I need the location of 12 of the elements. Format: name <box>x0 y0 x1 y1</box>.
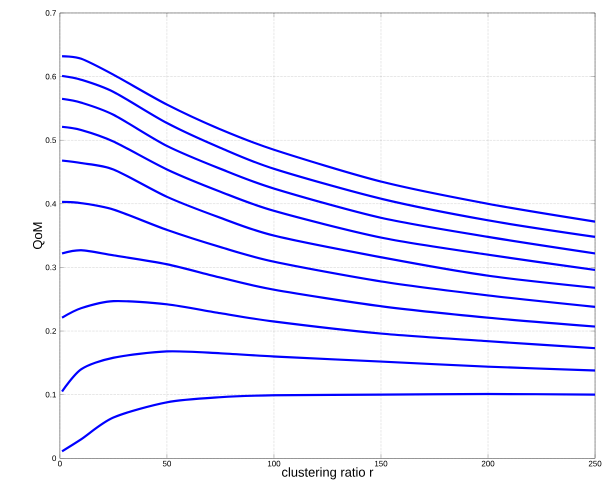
y-axis-title: QoM <box>32 222 44 249</box>
line-series <box>60 392 596 452</box>
line-series <box>60 126 596 271</box>
line-series <box>60 350 596 392</box>
line-series <box>60 300 596 350</box>
line-series <box>60 249 596 328</box>
line-series <box>60 200 596 308</box>
line-series <box>60 55 596 223</box>
x-axis-title: clustering ratio r <box>282 467 374 480</box>
line-series <box>60 98 596 254</box>
line-series <box>60 159 596 289</box>
line-series <box>60 74 596 238</box>
